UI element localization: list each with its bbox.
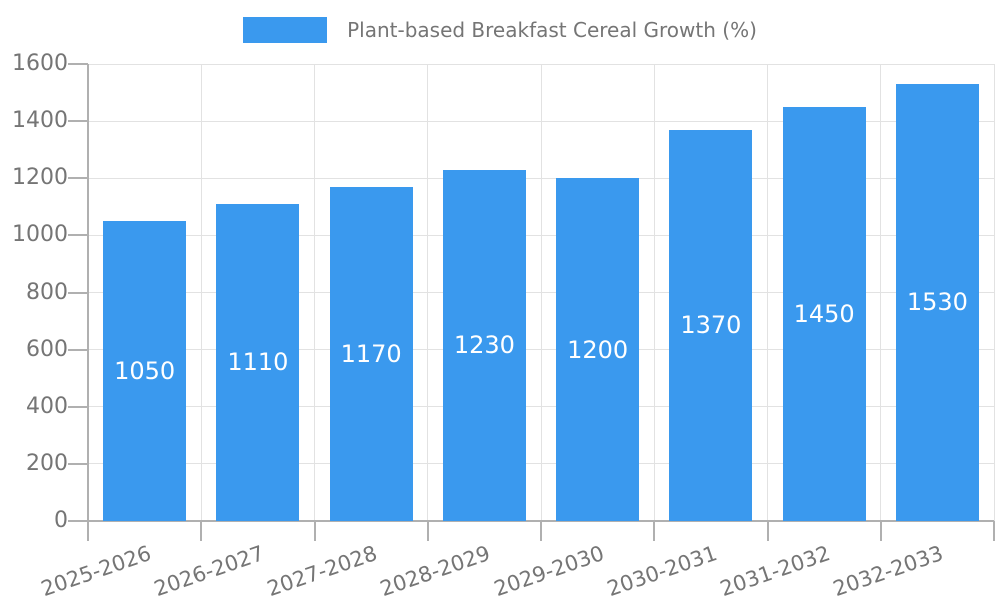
bar-2026-2027[interactable]: 1110 bbox=[216, 203, 300, 521]
x-axis-tick-label: 2027-2028 bbox=[264, 541, 381, 600]
y-axis-tick bbox=[68, 234, 88, 237]
x-axis-tick-label: 2030-2031 bbox=[603, 541, 721, 600]
x-axis-line bbox=[88, 520, 994, 522]
bar-2028-2029[interactable]: 1230 bbox=[442, 169, 526, 521]
x-gridline bbox=[314, 64, 315, 521]
x-gridline bbox=[200, 64, 202, 521]
x-axis-tick-label: 2029-2030 bbox=[490, 541, 607, 600]
bar-value-label: 1530 bbox=[906, 288, 968, 317]
bar-value-label: 1170 bbox=[340, 339, 402, 368]
y-axis-tick-label: 400 bbox=[26, 393, 68, 419]
y-axis-tick bbox=[68, 405, 88, 408]
y-axis-tick bbox=[68, 177, 88, 180]
y-axis-tick-label: 800 bbox=[26, 279, 68, 305]
x-axis-tick-label: 2025-2026 bbox=[37, 541, 154, 600]
x-axis-tick-label: 2031-2032 bbox=[717, 541, 834, 600]
bar-2027-2028[interactable]: 1170 bbox=[329, 186, 413, 521]
x-axis-tick bbox=[540, 521, 542, 541]
x-axis-tick bbox=[87, 521, 89, 541]
bar-2032-2033[interactable]: 1530 bbox=[895, 83, 979, 521]
x-axis-tick bbox=[766, 521, 769, 541]
y-axis-tick bbox=[68, 348, 88, 351]
x-axis-tick bbox=[993, 521, 995, 541]
y-axis-tick bbox=[68, 63, 88, 65]
bar-2025-2026[interactable]: 1050 bbox=[103, 221, 187, 521]
y-axis-tick-label: 1000 bbox=[12, 222, 68, 248]
x-axis-tick bbox=[653, 521, 656, 541]
y-axis-tick-label: 1400 bbox=[12, 108, 68, 134]
x-gridline bbox=[427, 64, 429, 521]
bar-value-label: 1200 bbox=[567, 335, 629, 364]
x-gridline bbox=[880, 64, 882, 521]
x-axis-tick bbox=[879, 521, 882, 541]
x-axis-tick-label: 2026-2027 bbox=[150, 541, 268, 600]
bar-2031-2032[interactable]: 1450 bbox=[782, 106, 866, 521]
x-gridline bbox=[653, 64, 655, 521]
y-axis-tick-label: 0 bbox=[54, 508, 68, 533]
x-gridline bbox=[767, 64, 768, 521]
x-axis-tick-label: 2032-2033 bbox=[830, 541, 947, 600]
bar-value-label: 1450 bbox=[793, 299, 855, 328]
y-axis-line bbox=[87, 64, 89, 521]
bar-value-label: 1230 bbox=[453, 331, 515, 360]
bar-value-label: 1110 bbox=[227, 348, 289, 377]
bar-2029-2030[interactable]: 1200 bbox=[556, 178, 640, 521]
y-axis-tick bbox=[68, 120, 88, 123]
y-axis-tick bbox=[68, 520, 88, 522]
legend[interactable]: Plant-based Breakfast Cereal Growth (%) bbox=[0, 17, 1000, 43]
bar-2030-2031[interactable]: 1370 bbox=[669, 129, 753, 521]
y-axis-tick bbox=[68, 291, 88, 294]
x-axis-tick bbox=[426, 521, 429, 541]
bar-value-label: 1050 bbox=[114, 357, 176, 386]
y-axis-tick-label: 200 bbox=[26, 450, 68, 476]
bar-value-label: 1370 bbox=[680, 311, 742, 340]
x-gridline bbox=[993, 64, 995, 521]
x-gridline bbox=[540, 64, 542, 521]
x-axis-tick-label: 2028-2029 bbox=[377, 541, 494, 600]
y-axis-tick-label: 1600 bbox=[12, 51, 68, 76]
legend-label: Plant-based Breakfast Cereal Growth (%) bbox=[347, 18, 757, 42]
x-axis-tick bbox=[313, 521, 316, 541]
y-axis-tick bbox=[68, 462, 88, 465]
legend-swatch bbox=[243, 17, 328, 43]
y-axis-tick-label: 1200 bbox=[12, 165, 68, 191]
x-axis-tick bbox=[200, 521, 203, 541]
y-axis-tick-label: 600 bbox=[26, 336, 68, 362]
